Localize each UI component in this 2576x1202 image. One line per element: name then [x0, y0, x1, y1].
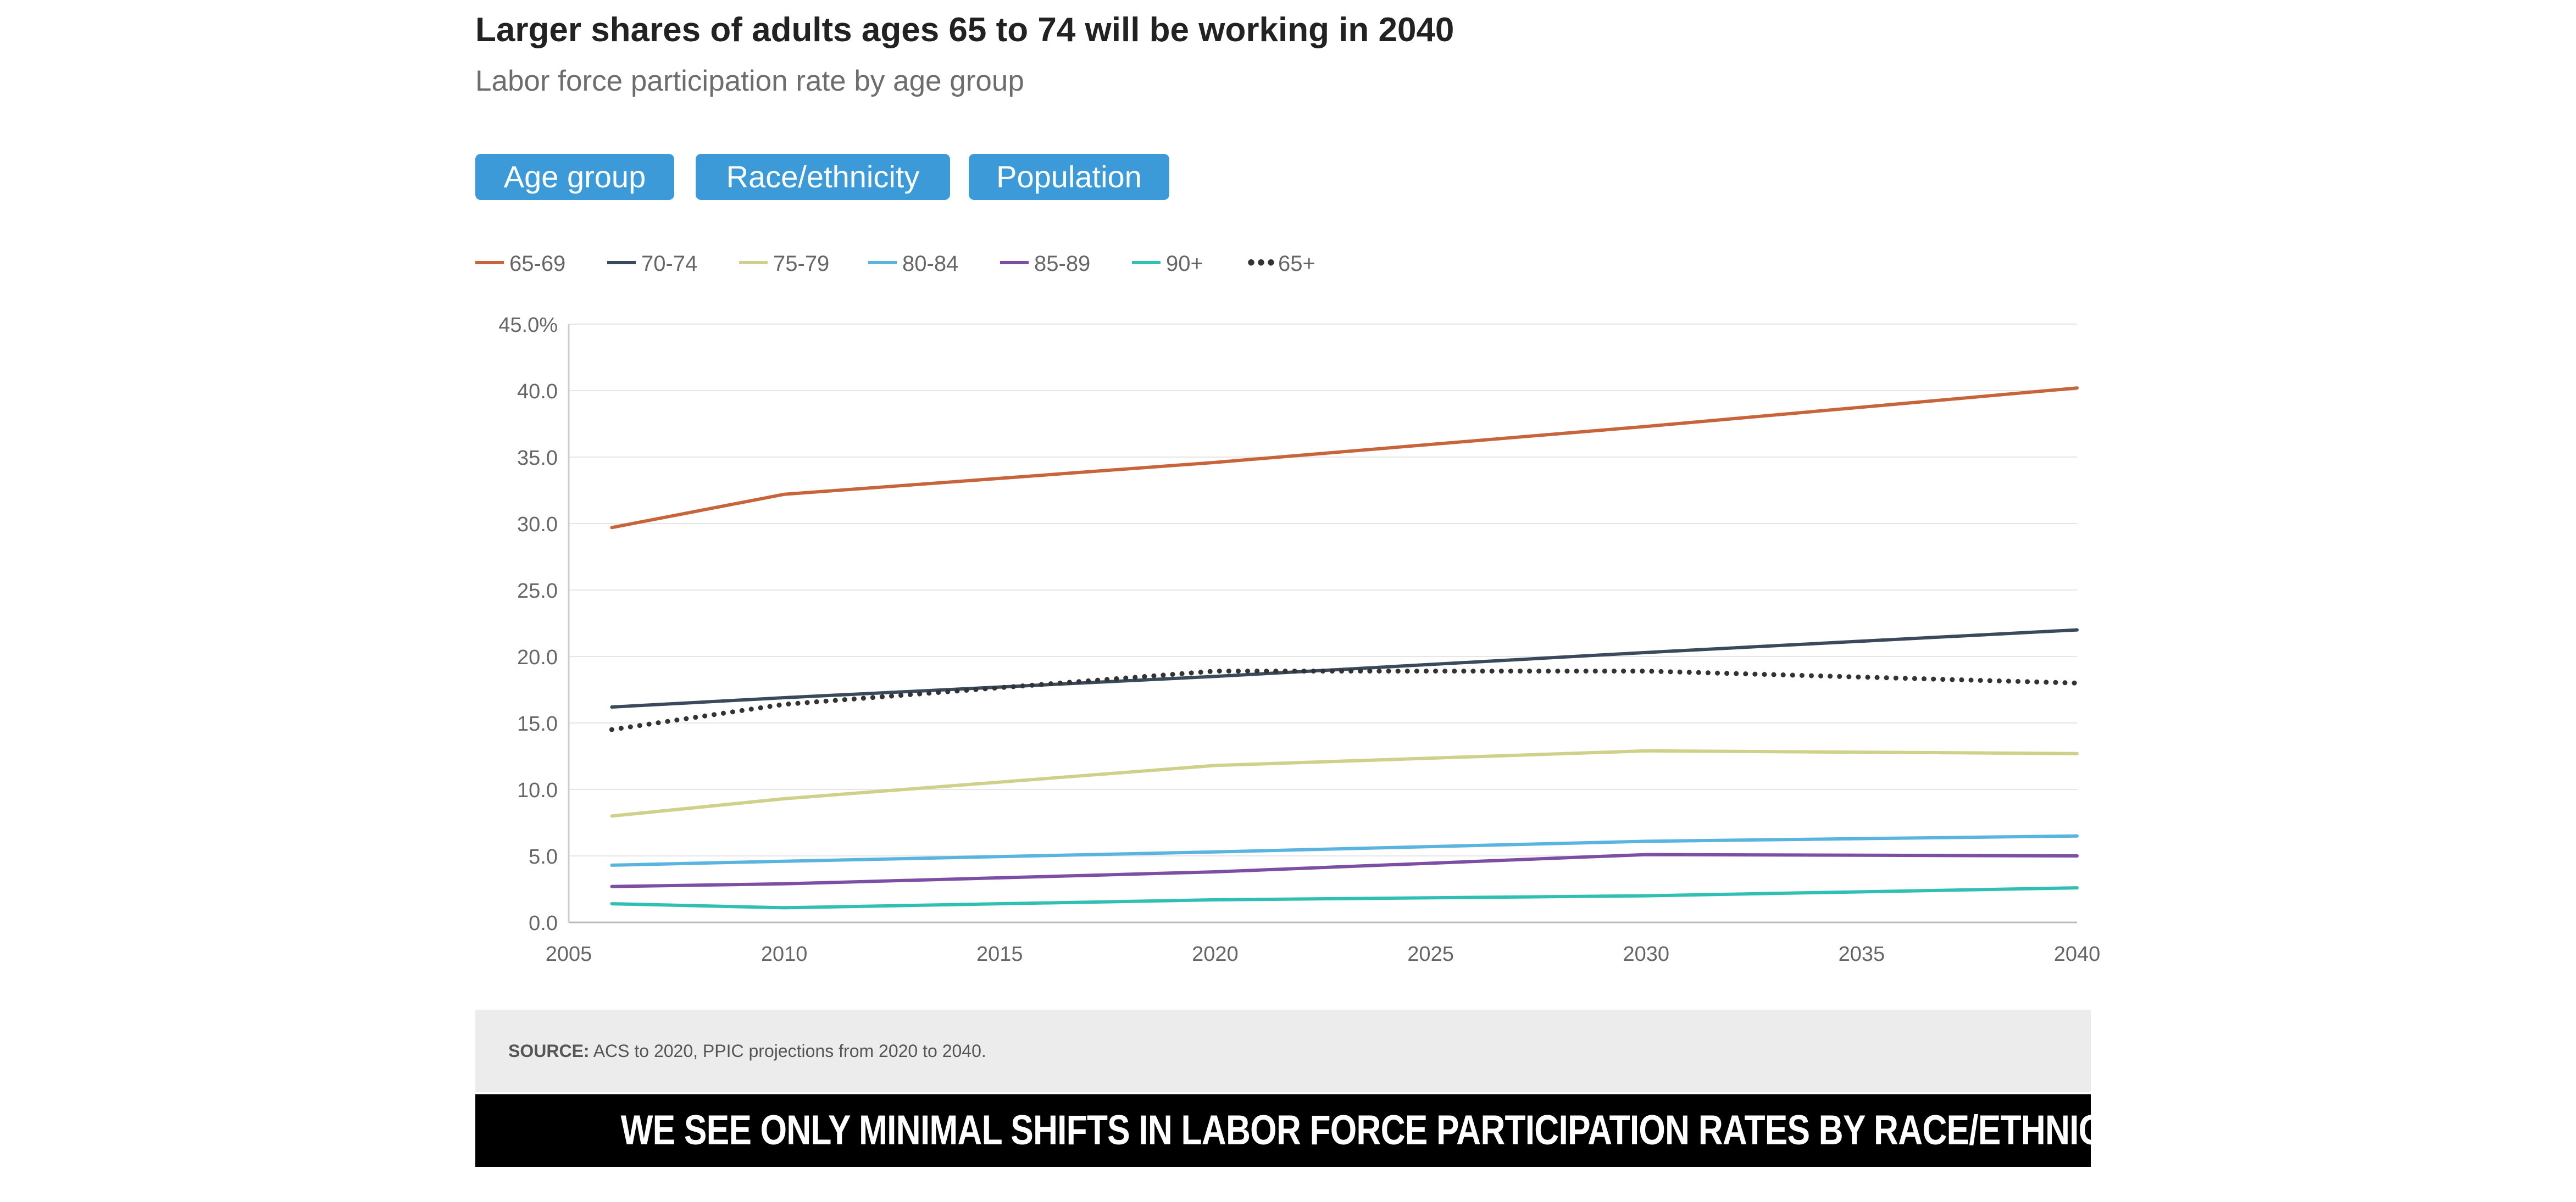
legend-swatch: ••• [1247, 251, 1278, 275]
legend-swatch [739, 261, 768, 265]
x-tick-label: 2015 [976, 943, 1023, 966]
y-tick-label: 35.0 [517, 447, 558, 470]
legend-item-65-69[interactable]: 65-69 [475, 242, 565, 286]
x-tick-label: 2005 [546, 943, 592, 966]
legend-label: 80-84 [902, 252, 959, 276]
legend-label: 75-79 [773, 252, 830, 276]
legend-swatch [868, 261, 897, 265]
legend-label: 65+ [1278, 252, 1315, 276]
banner-text: WE SEE ONLY MINIMAL SHIFTS IN LABOR FORC… [620, 1107, 2156, 1154]
y-tick-label: 25.0 [517, 580, 558, 603]
source-note: SOURCE: ACS to 2020, PPIC projections fr… [508, 1010, 986, 1092]
legend-label: 65-69 [509, 252, 566, 276]
series-line-90plus [610, 886, 2079, 910]
tab-race-ethnicity[interactable]: Race/ethnicity [696, 154, 950, 200]
series-line-65-69 [610, 386, 2079, 530]
chart-subtitle: Labor force participation rate by age gr… [475, 65, 1024, 97]
series-line-80-84 [610, 834, 2079, 867]
y-tick-label: 10.0 [517, 779, 558, 802]
legend-item-80-84[interactable]: 80-84 [868, 242, 958, 286]
series-line-70-74 [610, 628, 2079, 709]
legend-label: 70-74 [641, 252, 698, 276]
y-tick-label: 45.0% [498, 314, 558, 337]
legend-item-75-79[interactable]: 75-79 [739, 242, 829, 286]
line-chart: 0.0 5.0 10.0 15.0 20.0 25.0 30.0 35.0 40.0 45.0% 2… [498, 314, 2100, 966]
series-line-65plus [609, 669, 2080, 732]
source-label: SOURCE: [508, 1041, 590, 1061]
x-tick-label: 2035 [1839, 943, 1885, 966]
y-tick-label: 40.0 [517, 380, 558, 403]
legend-item-85-89[interactable]: 85-89 [1000, 242, 1090, 286]
legend-swatch [1132, 261, 1161, 265]
x-tick-label: 2020 [1192, 943, 1239, 966]
source-text: ACS to 2020, PPIC projections from 2020 … [589, 1041, 986, 1061]
series-lines [609, 386, 2080, 910]
legend-swatch [1000, 261, 1029, 265]
tab-population[interactable]: Population [969, 154, 1169, 200]
y-tick-label: 20.0 [517, 646, 558, 669]
x-tick-label: 2010 [761, 943, 808, 966]
legend-item-90plus[interactable]: 90+ [1132, 242, 1203, 286]
x-tick-label: 2030 [1623, 943, 1669, 966]
caption-banner: WE SEE ONLY MINIMAL SHIFTS IN LABOR FORC… [475, 1094, 2156, 1167]
chart-title: Larger shares of adults ages 65 to 74 wi… [475, 11, 1454, 49]
legend-item-65plus[interactable]: •••65+ [1247, 242, 1315, 286]
series-line-75-79 [610, 749, 2079, 818]
source-box: SOURCE: ACS to 2020, PPIC projections fr… [475, 1010, 2091, 1092]
x-tick-label: 2025 [1407, 943, 1454, 966]
y-tick-label: 5.0 [529, 845, 558, 869]
axes: 0.0 5.0 10.0 15.0 20.0 25.0 30.0 35.0 40.0 45.0% 2… [498, 314, 2100, 966]
legend-label: 90+ [1166, 252, 1203, 276]
chart-legend: 65-69 70-74 75-79 80-84 85-89 90+ •••65+ [475, 242, 1574, 286]
legend-swatch [475, 261, 504, 265]
series-line-85-89 [610, 853, 2079, 888]
y-tick-label: 0.0 [529, 912, 558, 935]
legend-swatch [607, 261, 636, 265]
legend-item-70-74[interactable]: 70-74 [607, 242, 697, 286]
legend-label: 85-89 [1034, 252, 1091, 276]
y-tick-label: 15.0 [517, 713, 558, 736]
y-tick-label: 30.0 [517, 513, 558, 536]
tab-age-group[interactable]: Age group [475, 154, 674, 200]
grid-lines [569, 324, 2077, 923]
x-tick-label: 2040 [2054, 943, 2101, 966]
